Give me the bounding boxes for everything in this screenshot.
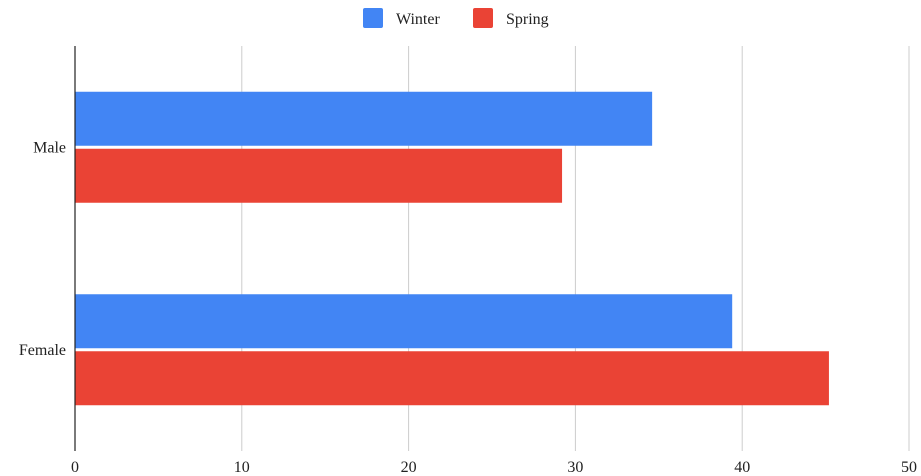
bar-winter-female [75, 294, 733, 349]
x-tick-label: 30 [567, 459, 583, 476]
category-label: Female [19, 342, 66, 359]
x-tick-label: 20 [401, 459, 417, 476]
legend-swatch-spring [473, 8, 493, 28]
category-label: Male [33, 139, 66, 156]
x-tick-label: 50 [901, 459, 917, 476]
bar-spring-female [75, 351, 829, 406]
legend-swatch-winter [363, 8, 383, 28]
x-tick-labels: 0 10 20 30 40 50 [71, 459, 917, 476]
legend-label-spring: Spring [506, 11, 549, 28]
x-tick-label: 10 [234, 459, 250, 476]
legend-label-winter: Winter [396, 11, 440, 28]
x-tick-label: 40 [734, 459, 750, 476]
x-tick-label: 0 [71, 459, 79, 476]
bars [75, 91, 829, 406]
bar-winter-male [75, 91, 653, 146]
legend: Winter Spring [363, 8, 549, 28]
bar-spring-male [75, 148, 563, 203]
category-labels: Male Female [19, 139, 66, 359]
